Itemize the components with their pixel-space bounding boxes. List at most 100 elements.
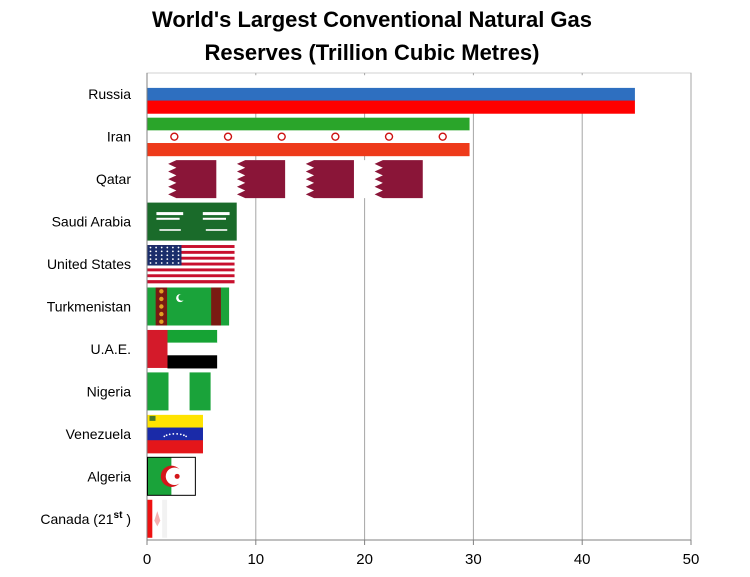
venezuela-coat-of-arms-icon bbox=[149, 415, 156, 421]
usa-star-icon bbox=[149, 246, 152, 249]
russia-flag-stripe bbox=[147, 87, 635, 102]
iran-emblem-icon bbox=[170, 132, 179, 141]
usa-star-icon bbox=[149, 250, 152, 253]
usa-flag-stripe bbox=[147, 250, 235, 255]
nigeria-flag-stripe bbox=[147, 372, 169, 411]
usa-flag-stripe bbox=[147, 265, 235, 269]
plot-area: 0 10 20 30 40 50 Russia Iran Qatar Saudi Arabia Un… bbox=[40, 72, 699, 568]
venezuela-flag-stripe bbox=[147, 414, 203, 429]
saudi-script-icon bbox=[202, 212, 230, 216]
qatar-flag-serration bbox=[168, 160, 217, 199]
venezuela-flag-stripe bbox=[147, 440, 203, 454]
venezuela-star-icon bbox=[163, 435, 166, 438]
saudi-sword-icon bbox=[205, 229, 228, 231]
turkmen-gul-icon bbox=[159, 319, 164, 324]
usa-flag-stripe bbox=[147, 277, 235, 281]
bar-usa bbox=[147, 245, 235, 284]
usa-flag-stripe bbox=[147, 274, 235, 278]
usa-star-icon bbox=[172, 254, 174, 257]
iran-emblem-icon bbox=[438, 132, 447, 141]
bar-turkmenistan bbox=[147, 287, 230, 326]
algeria-flag-white-half bbox=[171, 457, 196, 496]
nigeria-flag-stripe bbox=[168, 372, 190, 411]
usa-star-icon bbox=[177, 262, 180, 264]
venezuela-star-icon bbox=[179, 433, 182, 436]
venezuela-star-icon bbox=[176, 433, 179, 435]
algeria-flag-border bbox=[147, 456, 196, 496]
bar-venezuela bbox=[147, 414, 203, 454]
nigeria-flag-stripe bbox=[189, 372, 211, 411]
turkmen-gul-icon bbox=[159, 289, 164, 294]
usa-flag-stripe bbox=[147, 253, 235, 258]
turkmen-crescent-cut bbox=[178, 293, 186, 301]
iran-flag-stripe bbox=[147, 130, 470, 144]
x-tick-label: 30 bbox=[465, 551, 482, 568]
iran-emblem-icon bbox=[331, 132, 340, 141]
usa-star-icon bbox=[177, 250, 180, 253]
usa-star-icon bbox=[172, 262, 174, 264]
bar-saudi bbox=[147, 202, 237, 241]
saudi-script-icon bbox=[202, 217, 227, 220]
usa-star-icon bbox=[160, 258, 163, 261]
qatar-flag-serration bbox=[236, 160, 286, 199]
usa-flag-stripe bbox=[147, 262, 235, 266]
usa-flag-stripe bbox=[147, 256, 235, 260]
venezuela-flag-stripe bbox=[147, 427, 203, 441]
category-label: Canada (21st ) bbox=[40, 510, 131, 527]
usa-star-icon bbox=[172, 250, 174, 253]
iran-flag-stripe bbox=[147, 117, 470, 131]
canada-maple-leaf-icon bbox=[154, 511, 161, 527]
uae-flag-stripe bbox=[167, 342, 218, 356]
saudi-script-icon bbox=[156, 212, 184, 216]
usa-flag-stripe bbox=[147, 268, 235, 272]
iran-emblem-icon bbox=[384, 132, 394, 141]
category-label: Russia bbox=[88, 86, 131, 102]
bar-uae bbox=[147, 329, 218, 369]
usa-star-icon bbox=[155, 246, 158, 249]
canada-flag-faded-band bbox=[162, 499, 168, 538]
bar-qatar bbox=[147, 160, 423, 199]
category-label: U.A.E. bbox=[91, 341, 131, 357]
category-label: Nigeria bbox=[87, 383, 132, 399]
category-label: United States bbox=[47, 256, 131, 272]
usa-star-icon bbox=[155, 262, 158, 264]
category-label: Venezuela bbox=[66, 426, 132, 442]
russia-flag-stripe bbox=[147, 75, 635, 89]
category-label: Qatar bbox=[96, 171, 131, 187]
usa-star-icon bbox=[172, 258, 174, 261]
russia-flag-stripe bbox=[147, 100, 635, 114]
usa-star-icon bbox=[160, 262, 163, 264]
turkmen-gul-icon bbox=[159, 311, 164, 317]
usa-star-icon bbox=[155, 254, 158, 257]
x-tick-label: 20 bbox=[356, 551, 373, 568]
venezuela-star-icon bbox=[182, 434, 185, 437]
usa-star-icon bbox=[177, 254, 180, 257]
turkmen-gul-icon bbox=[159, 296, 164, 302]
venezuela-star-icon bbox=[185, 435, 188, 438]
qatar-flag-serration bbox=[374, 160, 423, 199]
iran-emblem-icon bbox=[277, 132, 286, 141]
qatar-flag-serration bbox=[305, 160, 354, 199]
usa-flag-stripe bbox=[147, 247, 235, 252]
category-label: Iran bbox=[107, 129, 131, 145]
x-tick-label: 0 bbox=[143, 551, 151, 568]
chart-title-line-1: World's Largest Conventional Natural Gas bbox=[152, 7, 592, 32]
canada-flag-red-band bbox=[147, 499, 153, 538]
usa-star-icon bbox=[177, 258, 180, 261]
usa-star-icon bbox=[155, 250, 158, 253]
usa-star-icon bbox=[149, 254, 152, 257]
uae-flag-red-band bbox=[147, 329, 168, 368]
bar-nigeria bbox=[147, 372, 211, 411]
iran-emblem-icon bbox=[223, 132, 233, 141]
usa-star-icon bbox=[149, 258, 152, 261]
turkmen-gul-icon bbox=[159, 304, 164, 309]
usa-flag-stripe bbox=[147, 271, 235, 275]
category-label: Saudi Arabia bbox=[52, 214, 132, 230]
usa-star-icon bbox=[166, 254, 169, 257]
bar-russia bbox=[147, 75, 635, 114]
x-tick-label: 40 bbox=[574, 551, 591, 568]
x-tick-label: 10 bbox=[247, 551, 264, 568]
category-label: Algeria bbox=[87, 468, 131, 484]
algeria-crescent-cut bbox=[165, 467, 184, 486]
